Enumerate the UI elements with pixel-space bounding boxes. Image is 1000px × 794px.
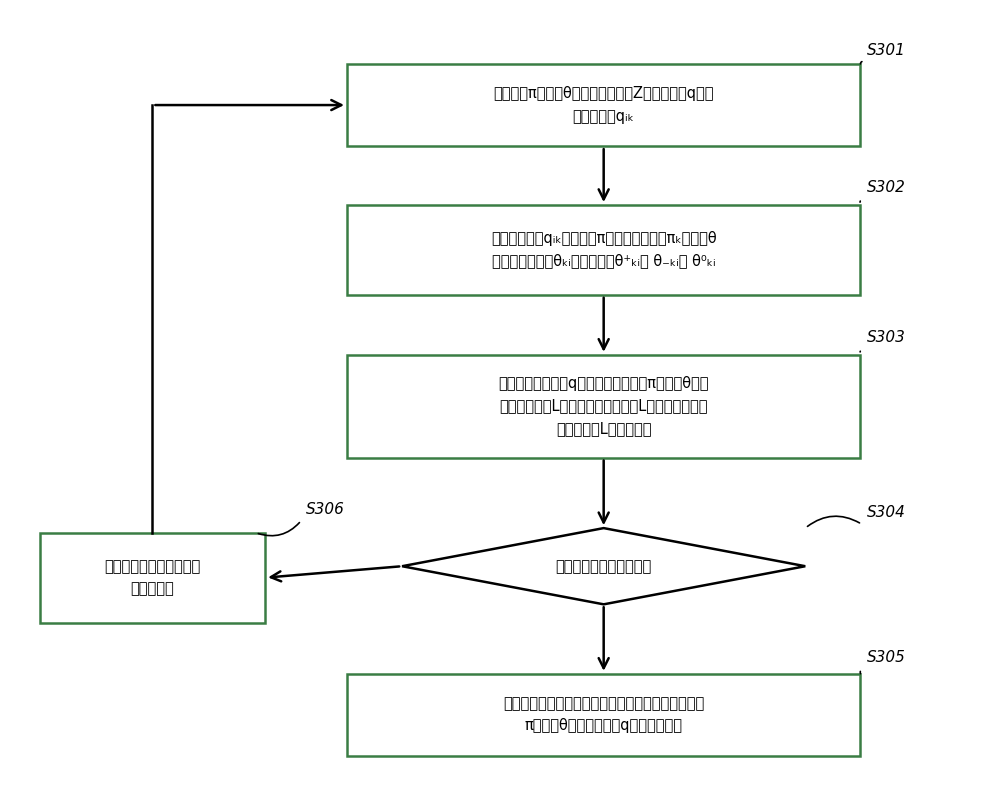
Text: 根据所述后验分布q以及更新后的参数π、参数θ计算
对应的似然值L，并计算所述似然值L与上一次计算得
到的似然值L之间的差值: 根据所述后验分布q以及更新后的参数π、参数θ计算 对应的似然值L，并计算所述似然…	[498, 376, 709, 436]
Text: S303: S303	[867, 330, 906, 345]
Text: 根据参数π和参数θ，计算指示变量Z的后验分布q中的
每一个元素qᵢₖ: 根据参数π和参数θ，计算指示变量Z的后验分布q中的 每一个元素qᵢₖ	[493, 87, 714, 124]
Text: S301: S301	[867, 43, 906, 58]
Polygon shape	[402, 528, 805, 604]
Text: 根据所述元素qᵢₖ更新参数π中的每一个元素πₖ和参数θ
中的每一个元素θₖᵢ的三个分量θ⁺ₖᵢ、 θ₋ₖᵢ、 θ⁰ₖᵢ: 根据所述元素qᵢₖ更新参数π中的每一个元素πₖ和参数θ 中的每一个元素θₖᵢ的三…	[491, 231, 716, 268]
FancyBboxPatch shape	[40, 533, 265, 622]
FancyBboxPatch shape	[347, 205, 860, 295]
Text: S305: S305	[867, 650, 906, 665]
Text: S304: S304	[867, 506, 906, 521]
Text: 比较所述差值与预设阈值: 比较所述差值与预设阈值	[556, 559, 652, 574]
Text: S302: S302	[867, 180, 906, 195]
Text: 若所述差值小于所述预设阈值，则以本次更新的参数
π、参数θ以及后验分布q作为最优参数: 若所述差值小于所述预设阈值，则以本次更新的参数 π、参数θ以及后验分布q作为最优…	[503, 696, 704, 734]
FancyBboxPatch shape	[347, 673, 860, 756]
FancyBboxPatch shape	[347, 355, 860, 457]
Text: 若所述差值大于或等于所
述预设阈值: 若所述差值大于或等于所 述预设阈值	[104, 559, 201, 596]
Text: S306: S306	[306, 502, 345, 517]
FancyBboxPatch shape	[347, 64, 860, 146]
